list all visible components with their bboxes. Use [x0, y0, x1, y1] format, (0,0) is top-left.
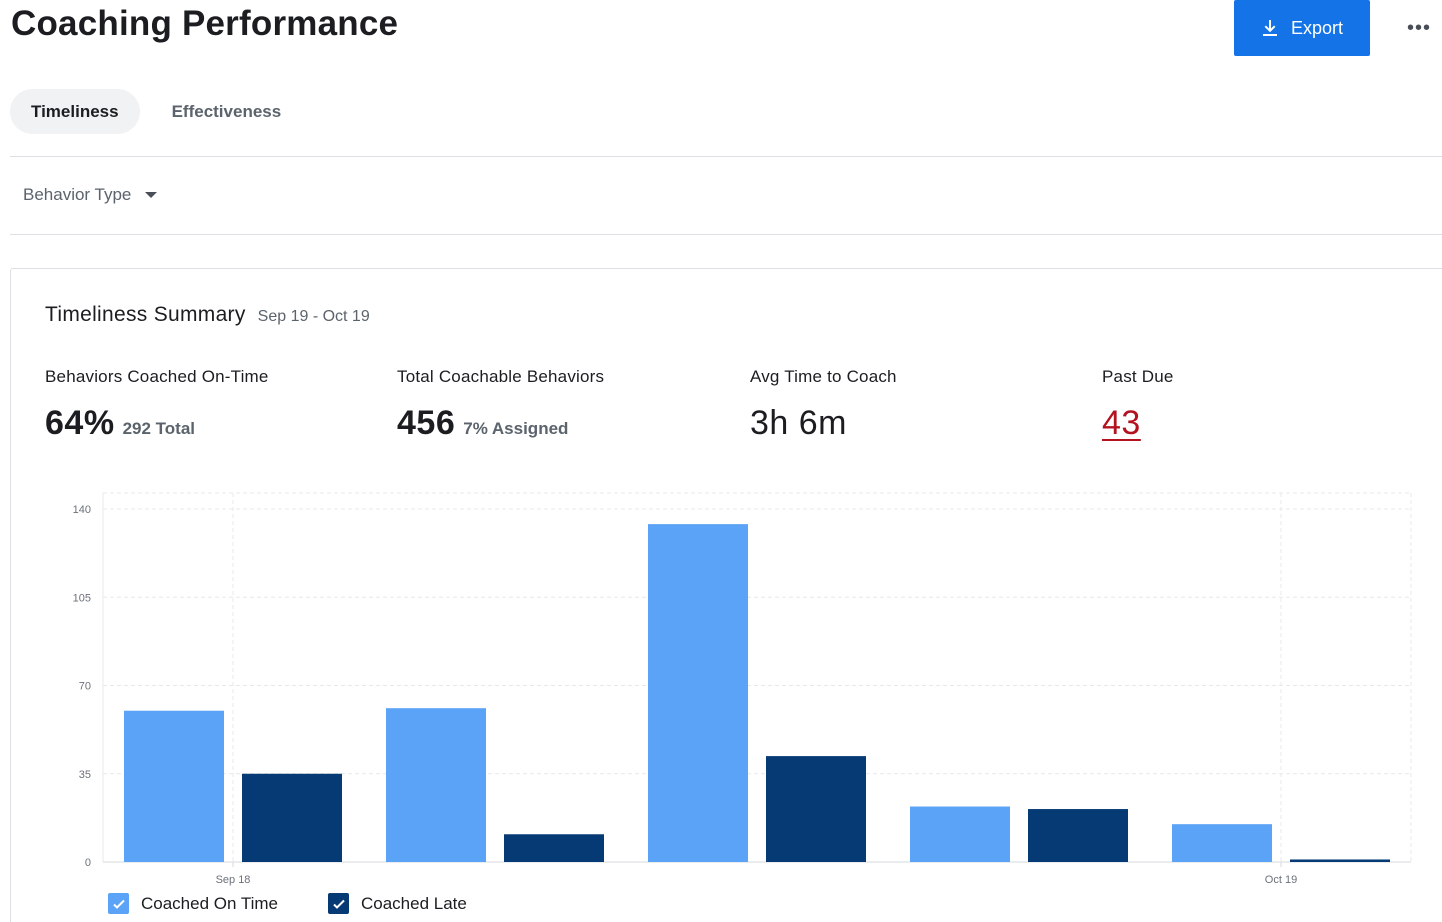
divider: [10, 234, 1442, 235]
bar-coached-on-time: [386, 708, 486, 862]
metric-avg-time: Avg Time to Coach 3h 6m: [750, 367, 897, 443]
bar-coached-on-time: [910, 806, 1010, 862]
behavior-type-label: Behavior Type: [23, 185, 132, 204]
tab-timeliness[interactable]: Timeliness: [10, 89, 140, 134]
legend-on-time[interactable]: Coached On Time: [108, 893, 278, 914]
metric-past-due: Past Due 43: [1102, 367, 1174, 443]
metric-on-time: Behaviors Coached On-Time 64% 292 Total: [45, 367, 269, 443]
checkbox-checked-icon[interactable]: [328, 893, 349, 914]
x-tick-label: Sep 18: [216, 874, 251, 886]
download-icon: [1262, 20, 1277, 36]
y-tick-label: 35: [79, 769, 91, 781]
x-tick-label: Oct 19: [1265, 874, 1297, 886]
bar-coached-late: [242, 773, 342, 862]
y-tick-label: 0: [85, 857, 91, 869]
export-button[interactable]: Export: [1234, 0, 1370, 56]
behavior-type-dropdown[interactable]: Behavior Type: [23, 185, 158, 205]
bar-coached-late: [766, 756, 866, 862]
caret-down-icon: [145, 192, 158, 198]
y-tick-label: 140: [73, 504, 91, 516]
metric-total-coachable: Total Coachable Behaviors 456 7% Assigne…: [397, 367, 604, 443]
bar-coached-on-time: [1172, 824, 1272, 862]
bar-coached-late: [1290, 859, 1390, 862]
metric-sub: 7% Assigned: [463, 419, 569, 438]
legend-label: Coached On Time: [141, 893, 279, 913]
past-due-link[interactable]: 43: [1102, 404, 1141, 442]
checkbox-checked-icon[interactable]: [108, 893, 129, 914]
metric-label: Total Coachable Behaviors: [397, 367, 605, 386]
bar-coached-late: [504, 834, 604, 862]
legend-label: Coached Late: [361, 893, 467, 913]
summary-header: Timeliness Summary Sep 19 - Oct 19: [45, 303, 370, 327]
page-title: Coaching Performance: [11, 4, 399, 43]
y-tick-label: 105: [73, 592, 91, 604]
bar-coached-on-time: [124, 710, 224, 862]
legend-late[interactable]: Coached Late: [328, 893, 467, 914]
y-tick-label: 70: [79, 681, 91, 693]
timeliness-bar-chart: 0 35 70 105 140 Sep 18 Oct 19: [73, 492, 1412, 886]
metric-value: 456: [397, 404, 456, 442]
metric-label: Behaviors Coached On-Time: [45, 367, 269, 386]
more-options-icon[interactable]: •••: [1406, 16, 1431, 39]
tab-effectiveness[interactable]: Effectiveness: [171, 101, 282, 121]
divider: [10, 156, 1442, 157]
bar-coached-on-time: [648, 524, 748, 862]
metric-label: Avg Time to Coach: [750, 367, 897, 386]
summary-date-range: Sep 19 - Oct 19: [257, 308, 370, 325]
metric-value: 64%: [45, 404, 115, 442]
export-label: Export: [1290, 17, 1344, 38]
summary-title: Timeliness Summary: [45, 303, 246, 326]
tab-bar: Timeliness Effectiveness: [10, 89, 302, 134]
metric-label: Past Due: [1102, 367, 1174, 386]
metric-value: 3h 6m: [750, 404, 847, 442]
metric-sub: 292 Total: [122, 419, 195, 438]
bar-coached-late: [1028, 809, 1128, 862]
